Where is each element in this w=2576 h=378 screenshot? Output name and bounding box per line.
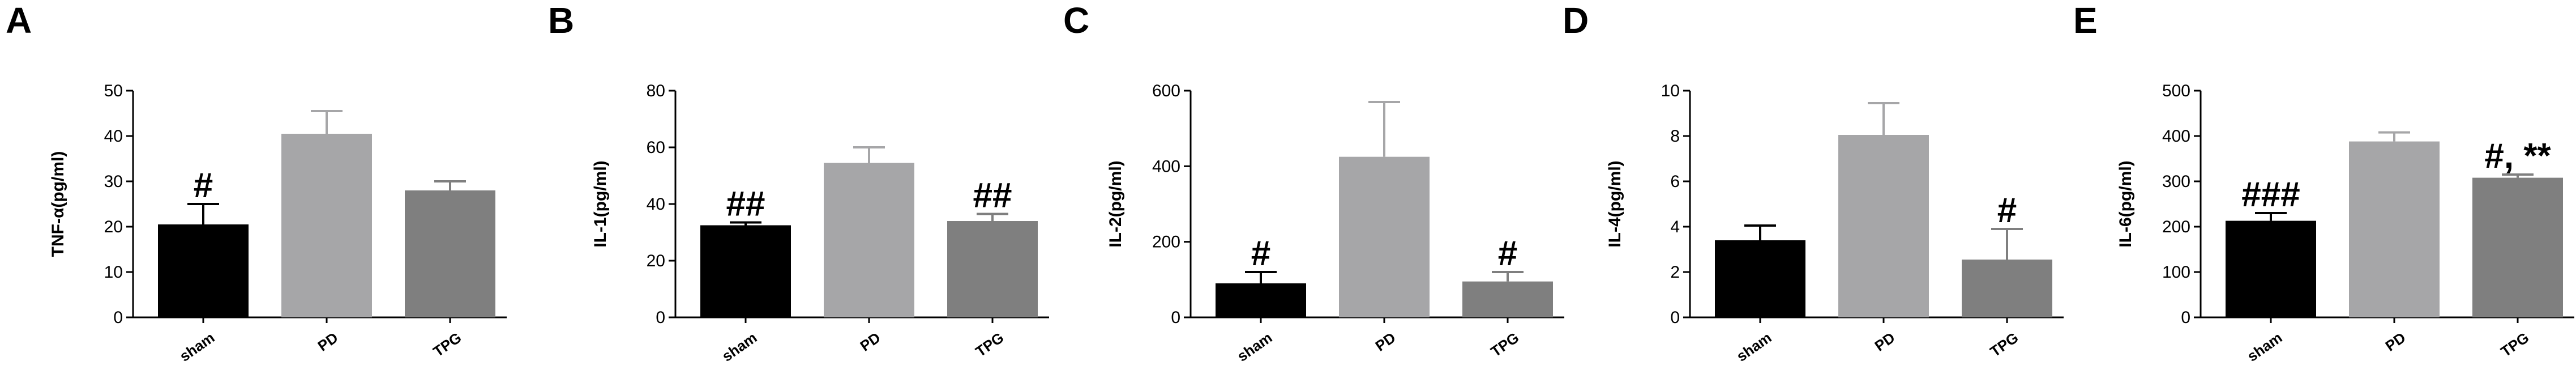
bar [2472, 177, 2563, 317]
x-tick-label: TPG [972, 329, 1007, 360]
x-tick-label: TPG [2497, 329, 2532, 360]
panel-letter: D [1563, 0, 1589, 41]
bar [700, 225, 791, 317]
x-tick-label: TPG [430, 329, 464, 360]
panel-letter: B [548, 0, 574, 41]
bar [1339, 156, 1430, 317]
y-tick-label: 200 [2162, 218, 2190, 236]
y-tick-label: 0 [113, 308, 123, 327]
x-tick-label: PD [857, 329, 884, 354]
y-tick-label: 80 [647, 82, 665, 100]
y-tick-label: 2 [1670, 263, 1680, 282]
panel: B IL-1(pg/ml) 0 20 40 60 80 sham PD TPG ## ## [548, 0, 1049, 365]
y-tick-label: 0 [656, 308, 665, 327]
bar [824, 163, 914, 317]
y-tick-label: 300 [2162, 172, 2190, 191]
x-tick-label: TPG [1987, 329, 2021, 360]
x-tick-label: sham [719, 329, 760, 365]
y-tick-label: 20 [647, 252, 665, 270]
y-tick-label: 8 [1670, 127, 1680, 146]
y-tick-label: 500 [2162, 82, 2190, 100]
annotation: # [1997, 191, 2017, 230]
y-tick-label: 50 [104, 82, 123, 100]
y-tick-label: 400 [2162, 127, 2190, 146]
bar [281, 134, 372, 317]
x-tick-label: sham [1234, 329, 1276, 365]
x-tick-label: TPG [1487, 329, 1522, 360]
bar [405, 190, 495, 317]
bar [947, 221, 1038, 317]
y-tick-label: 10 [1661, 82, 1680, 100]
x-tick-label: PD [2382, 329, 2409, 354]
y-tick-label: 40 [104, 127, 123, 146]
y-tick-label: 0 [1670, 308, 1680, 327]
y-tick-label: 0 [2181, 308, 2190, 327]
y-tick-label: 40 [647, 195, 665, 214]
annotation: # [1498, 234, 1517, 273]
x-tick-label: sham [177, 329, 218, 365]
y-tick-label: 400 [1152, 157, 1180, 176]
y-tick-label: 200 [1152, 233, 1180, 252]
panel: D IL-4(pg/ml) 0 2 4 6 8 10 sham PD TPG # [1563, 0, 2064, 365]
bar [1216, 283, 1306, 317]
bar [158, 224, 249, 317]
x-tick-label: sham [2244, 329, 2286, 365]
panel: A TNF-α(pg/ml) 0 10 20 30 40 50 sham PD TPG # [6, 0, 507, 365]
bar [2226, 220, 2316, 317]
bar [1462, 281, 1553, 317]
bar [1715, 240, 1805, 317]
y-axis-label: IL-6(pg/ml) [2116, 160, 2135, 247]
y-axis-label: IL-1(pg/ml) [591, 160, 610, 247]
bar [2349, 141, 2440, 317]
panel-letter: C [1063, 0, 1089, 41]
panel: E IL-6(pg/ml) 0 100 200 300 400 500 sham PD TPG ###… [2073, 0, 2574, 365]
panel: C IL-2(pg/ml) 0 200 400 600 sham PD TPG # # [1063, 0, 1564, 365]
y-axis-label: IL-2(pg/ml) [1106, 160, 1125, 247]
panel-letter: E [2073, 0, 2098, 41]
y-tick-label: 0 [1171, 308, 1180, 327]
y-axis-label: IL-4(pg/ml) [1606, 160, 1624, 247]
annotation: # [1251, 234, 1270, 273]
bar [1838, 135, 1929, 317]
y-tick-label: 100 [2162, 263, 2190, 282]
x-tick-label: PD [1372, 329, 1399, 354]
annotation: ## [973, 176, 1012, 215]
y-tick-label: 20 [104, 218, 123, 236]
annotation: # [194, 166, 213, 205]
y-axis-label: TNF-α(pg/ml) [49, 151, 67, 257]
panel-letter: A [6, 0, 32, 41]
x-tick-label: PD [1872, 329, 1898, 354]
annotation: #, ** [2484, 137, 2551, 176]
bar [1962, 260, 2052, 317]
annotation: ## [726, 185, 765, 224]
y-tick-label: 30 [104, 172, 123, 191]
y-tick-label: 60 [647, 138, 665, 157]
y-tick-label: 600 [1152, 82, 1180, 100]
y-tick-label: 10 [104, 263, 123, 282]
annotation: ### [2241, 175, 2300, 214]
x-tick-label: sham [1734, 329, 1775, 365]
y-tick-label: 4 [1670, 218, 1680, 236]
x-tick-label: PD [315, 329, 341, 354]
y-tick-label: 6 [1670, 172, 1680, 191]
